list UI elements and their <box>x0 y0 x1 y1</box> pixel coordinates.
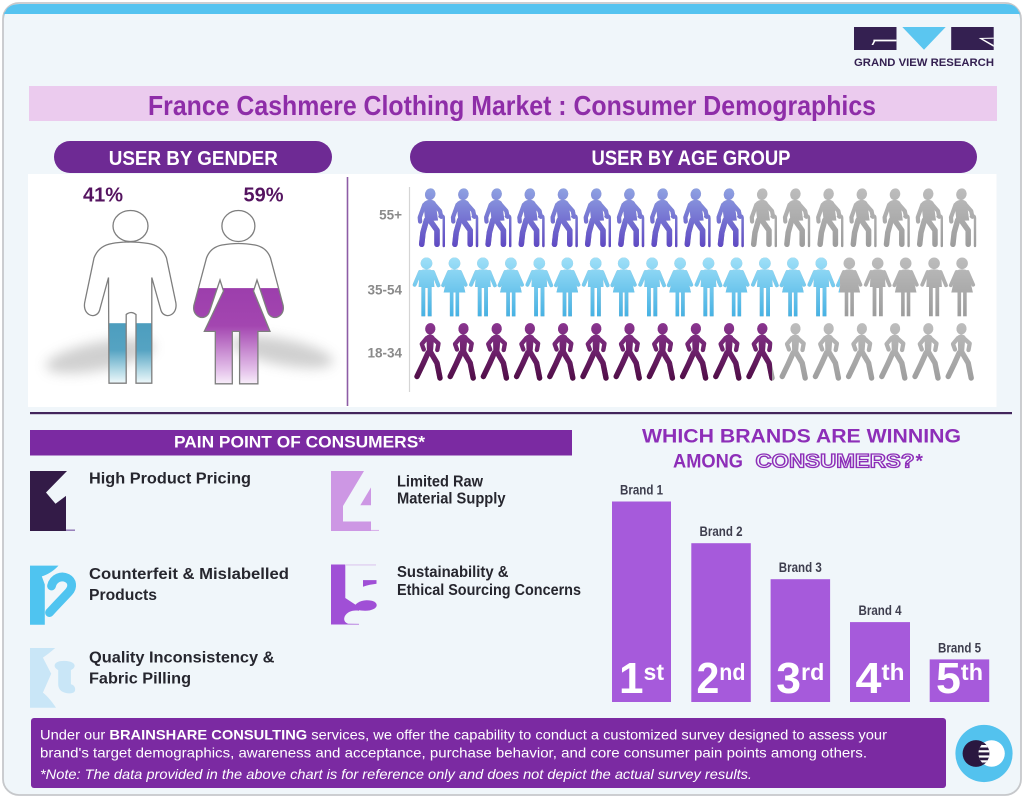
svg-text:Brand 3: Brand 3 <box>779 559 822 575</box>
svg-text:WHICH BRANDS ARE WINNING: WHICH BRANDS ARE WINNING <box>642 426 961 447</box>
svg-text:2nd: 2nd <box>697 654 746 703</box>
svg-text:Counterfeit & Mislabelled: Counterfeit & Mislabelled <box>89 566 289 583</box>
svg-text:Brand 2: Brand 2 <box>700 523 743 539</box>
svg-text:AMONG: AMONG <box>673 451 743 472</box>
svg-text:1st: 1st <box>619 654 664 703</box>
svg-text:Sustainability &: Sustainability & <box>397 564 509 581</box>
svg-text:GRAND VIEW RESEARCH: GRAND VIEW RESEARCH <box>854 57 994 69</box>
svg-text:41%: 41% <box>83 185 123 207</box>
svg-text:brand's target demographics, a: brand's target demographics, awareness a… <box>40 745 867 761</box>
svg-text:High Product Pricing: High Product Pricing <box>89 471 251 488</box>
svg-text:59%: 59% <box>243 185 283 207</box>
svg-text:Ethical Sourcing Concerns: Ethical Sourcing Concerns <box>397 582 581 599</box>
svg-text:18-34: 18-34 <box>367 346 402 361</box>
svg-text:Quality Inconsistency &: Quality Inconsistency & <box>89 650 275 667</box>
svg-text:35-54: 35-54 <box>367 283 402 298</box>
svg-text:USER BY AGE GROUP: USER BY AGE GROUP <box>592 147 791 170</box>
svg-text:Under our BRAINSHARE CONSULTIN: Under our BRAINSHARE CONSULTING services… <box>40 727 887 743</box>
svg-text:Material Supply: Material Supply <box>397 491 506 508</box>
svg-text:*Note: The data provided in th: *Note: The data provided in the above ch… <box>40 766 752 782</box>
svg-text:Brand 4: Brand 4 <box>859 602 902 618</box>
svg-text:France Cashmere Clothing Marke: France Cashmere Clothing Market : Consum… <box>148 90 876 121</box>
svg-text:Fabric Pilling: Fabric Pilling <box>89 671 191 688</box>
svg-text:4th: 4th <box>856 654 905 703</box>
svg-text:55+: 55+ <box>379 208 402 223</box>
svg-text:USER BY GENDER: USER BY GENDER <box>109 147 278 170</box>
svg-text:Limited Raw: Limited Raw <box>397 474 484 491</box>
svg-text:Brand 5: Brand 5 <box>938 639 981 655</box>
svg-text:CONSUMERS?: CONSUMERS? <box>756 451 915 472</box>
svg-text:3rd: 3rd <box>776 654 824 703</box>
svg-text:Products: Products <box>89 587 157 604</box>
svg-text:PAIN POINT OF CONSUMERS*: PAIN POINT OF CONSUMERS* <box>174 433 426 451</box>
svg-text:5th: 5th <box>936 654 983 703</box>
svg-text:*: * <box>916 451 924 472</box>
svg-text:Brand 1: Brand 1 <box>620 482 663 498</box>
